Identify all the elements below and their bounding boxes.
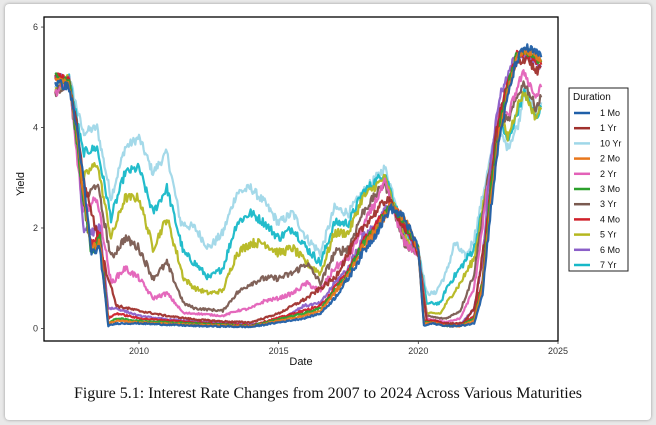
legend-label: 2 Mo <box>600 154 620 164</box>
yield-line-chart: 2010 2015 2020 2025 0 2 4 6 Date Yield Duration… <box>15 16 629 368</box>
y-tick-label: 6 <box>33 22 38 32</box>
y-tick-label: 2 <box>33 223 38 233</box>
legend: Duration 1 Mo 1 Yr 10 Yr 2 Mo 2 Yr 3 Mo 3 Yr 4 … <box>568 87 629 272</box>
series-line-5-yr <box>54 73 543 315</box>
legend-label: 4 Mo <box>600 214 620 224</box>
legend-title: Duration <box>573 92 611 103</box>
legend-label: 3 Mo <box>600 184 620 194</box>
series-line-2-yr <box>54 69 543 324</box>
x-tick-label: 2025 <box>548 346 568 356</box>
axis-layer: 2010 2015 2020 2025 0 2 4 6 <box>33 22 568 356</box>
x-tick-label: 2010 <box>129 346 149 356</box>
x-tick-label: 2015 <box>269 346 289 356</box>
series-line-10-yr <box>54 75 543 297</box>
series-line-3-yr <box>54 79 543 320</box>
legend-label: 1 Yr <box>600 123 616 133</box>
series-layer <box>54 43 543 329</box>
y-tick-label: 0 <box>33 323 38 333</box>
legend-label: 6 Mo <box>600 245 620 255</box>
series-line-1-mo <box>54 43 543 329</box>
y-tick-label: 4 <box>33 123 38 133</box>
legend-label: 10 Yr <box>600 138 621 148</box>
legend-label: 7 Yr <box>600 260 616 270</box>
legend-label: 3 Yr <box>600 199 616 209</box>
series-line-7-yr <box>54 73 543 306</box>
series-line-1-yr <box>54 55 542 326</box>
y-axis-title: Yield <box>15 172 27 196</box>
legend-label: 5 Yr <box>600 230 616 240</box>
x-axis-title: Date <box>289 356 312 368</box>
legend-box <box>568 87 629 272</box>
legend-label: 1 Mo <box>600 108 620 118</box>
x-tick-label: 2020 <box>408 346 428 356</box>
legend-label: 2 Yr <box>600 169 616 179</box>
figure-caption: Figure 5.1: Interest Rate Changes from 2… <box>73 385 583 402</box>
